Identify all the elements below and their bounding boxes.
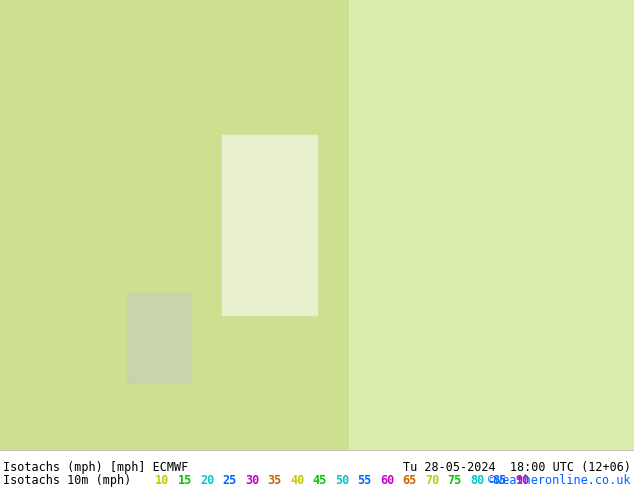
Text: ©weatheronline.co.uk: ©weatheronline.co.uk: [489, 474, 631, 487]
Text: 70: 70: [425, 474, 439, 487]
Text: 80: 80: [470, 474, 484, 487]
Text: 10: 10: [155, 474, 169, 487]
Text: 45: 45: [313, 474, 327, 487]
Text: 60: 60: [380, 474, 394, 487]
Text: 90: 90: [515, 474, 529, 487]
Text: 40: 40: [290, 474, 304, 487]
Text: 85: 85: [493, 474, 507, 487]
Text: Tu 28-05-2024  18:00 UTC (12+06): Tu 28-05-2024 18:00 UTC (12+06): [403, 461, 631, 474]
Text: 35: 35: [268, 474, 281, 487]
Polygon shape: [127, 293, 190, 383]
Text: Isotachs 10m (mph): Isotachs 10m (mph): [3, 474, 131, 487]
Text: 75: 75: [448, 474, 462, 487]
Text: 15: 15: [178, 474, 191, 487]
Text: 30: 30: [245, 474, 259, 487]
Bar: [222, 135, 317, 315]
Bar: [349, 0, 634, 450]
Text: 50: 50: [335, 474, 349, 487]
Text: 55: 55: [358, 474, 372, 487]
Text: Isotachs (mph) [mph] ECMWF: Isotachs (mph) [mph] ECMWF: [3, 461, 188, 474]
Text: 20: 20: [200, 474, 214, 487]
Text: 25: 25: [223, 474, 236, 487]
Text: 65: 65: [403, 474, 417, 487]
